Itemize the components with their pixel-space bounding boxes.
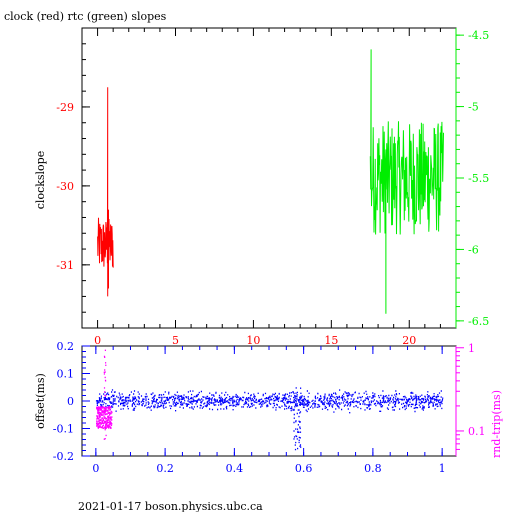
clock-slope-series — [97, 87, 114, 297]
slope-series — [97, 49, 444, 314]
offset-left-tick-label: 0 — [67, 395, 74, 408]
offset-y-axis-label: offset(ms) — [34, 373, 47, 429]
slope-x-tick-label: 20 — [402, 334, 416, 347]
slope-left-tick-label: -31 — [56, 259, 74, 272]
rtc-slope-series — [369, 49, 444, 314]
offset-points — [95, 387, 444, 451]
slope-right-tick-label: -6.5 — [468, 315, 489, 328]
slope-x-tick-label: 5 — [172, 334, 179, 347]
offset-left-axis: 0.2 0.1 0 -0.1 -0.2 — [53, 340, 90, 463]
offset-left-tick-label: 0.2 — [57, 340, 75, 353]
slope-left-tick-label: -30 — [56, 180, 74, 193]
slope-x-tick-label: 15 — [324, 334, 338, 347]
offset-chart: 0 0.2 0.4 0.6 0.8 1 0.20.10-0.1-0.2 10.1 offs… — [34, 340, 503, 475]
slope-right-tick-label: -6 — [468, 243, 479, 256]
slope-x-tick-label: 0 — [94, 334, 101, 347]
offset-x-tick-label: 1 — [439, 462, 446, 475]
offset-series — [95, 349, 444, 451]
offset-x-tick-label: 0 — [92, 462, 99, 475]
roundtrip-tick-label: 1 — [468, 342, 475, 355]
chart-title: clock (red) rtc (green) slopes — [4, 10, 167, 23]
offset-x-tick-label: 0.6 — [295, 462, 313, 475]
slope-chart: 0 5 10 15 20 -29 -30 -31 -4.5 -5 -5.5 -6 -6.5 cloc… — [34, 27, 489, 347]
slope-left-axis: -29 -30 -31 — [56, 27, 90, 329]
roundtrip-y-axis-label: rnd-trip(ms) — [490, 390, 503, 458]
slope-right-tick-label: -5 — [468, 101, 479, 114]
slope-right-tick-label: -5.5 — [468, 172, 489, 185]
slope-left-tick-label: -29 — [56, 101, 74, 114]
roundtrip-points — [96, 349, 113, 440]
slope-right-axis: -4.5 -5 -5.5 -6 -6.5 — [455, 28, 489, 328]
offset-x-tick-label: 0.2 — [156, 462, 174, 475]
footer-text: 2021-01-17 boson.physics.ubc.ca — [78, 500, 263, 512]
roundtrip-tick-label: 0.1 — [468, 425, 486, 438]
offset-x-axis: 0 0.2 0.4 0.6 0.8 1 — [92, 346, 446, 475]
offset-left-tick-label: -0.2 — [53, 450, 74, 463]
offset-x-tick-label: 0.8 — [364, 462, 382, 475]
offset-left-tick-label: 0.1 — [57, 368, 75, 381]
roundtrip-right-axis: 10.1 — [455, 342, 486, 456]
slope-x-axis: 0 5 10 15 20 — [81, 28, 457, 347]
slope-right-tick-label: -4.5 — [468, 29, 489, 42]
slope-x-tick-label: 10 — [246, 334, 260, 347]
offset-left-tick-label: -0.1 — [53, 423, 74, 436]
offset-x-tick-label: 0.4 — [226, 462, 244, 475]
slope-y-axis-label: clockslope — [34, 151, 47, 209]
